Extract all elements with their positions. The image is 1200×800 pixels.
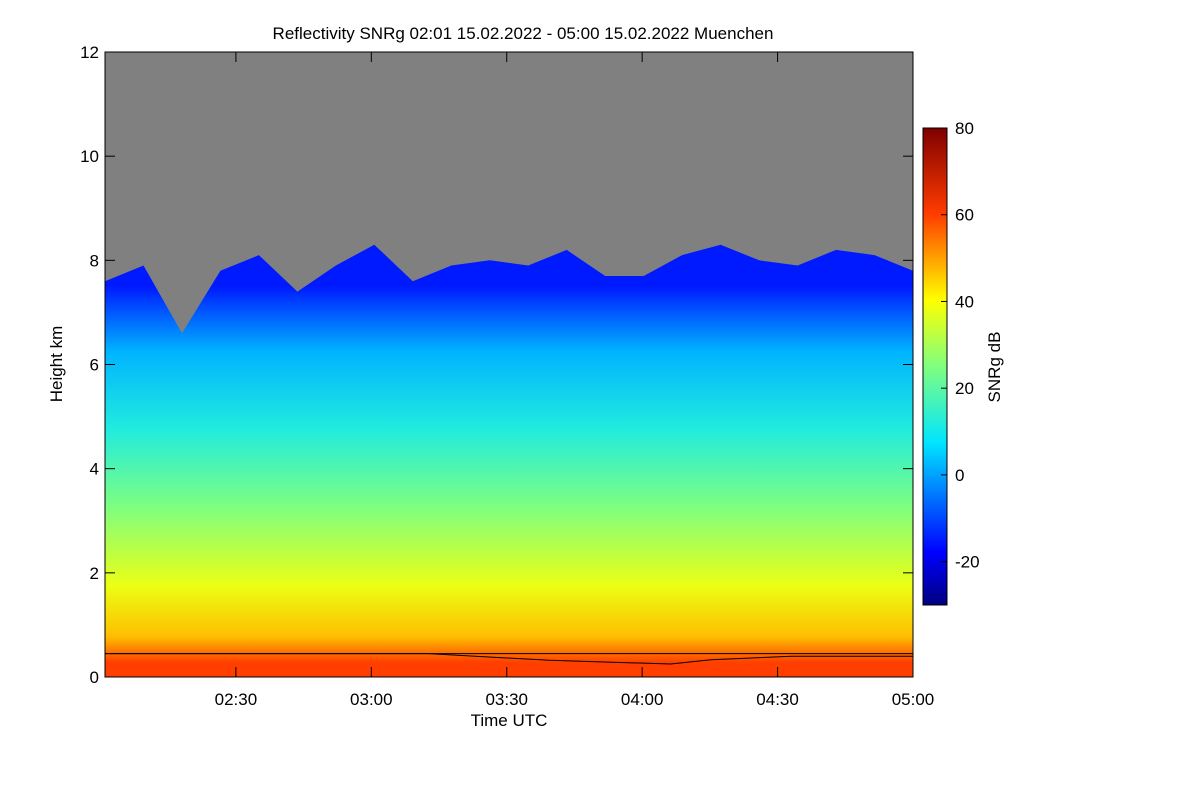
y-axis: 0 2 4 6 8 10 12 [80, 43, 913, 687]
x-tick-label: 04:00 [621, 690, 664, 709]
y-tick-label: 2 [90, 564, 99, 583]
x-axis-label: Time UTC [471, 711, 548, 730]
echo-field [105, 244, 913, 677]
colorbar-bar [922, 127, 948, 606]
x-tick-label: 04:30 [756, 690, 799, 709]
y-axis-label: Height km [47, 326, 66, 403]
y-tick-label: 10 [80, 147, 99, 166]
y-tick-label: 6 [90, 356, 99, 375]
colorbar-label: SNRg dB [985, 332, 1004, 403]
x-tick-label: 03:30 [485, 690, 528, 709]
chart-title: Reflectivity SNRg 02:01 15.02.2022 - 05:… [273, 24, 774, 43]
boundary-line-lower [105, 653, 913, 665]
x-tick-label: 05:00 [892, 690, 935, 709]
y-tick-label: 12 [80, 43, 99, 62]
y-tick-label: 0 [90, 668, 99, 687]
colorbar-tick-label: 0 [955, 466, 964, 485]
plot-field [105, 52, 913, 677]
colorbar: -20 0 20 40 60 80 SNRg dB [922, 119, 1004, 606]
y-tick-label: 8 [90, 251, 99, 270]
colorbar-tick-label: -20 [955, 553, 980, 572]
y-tick-label: 4 [90, 460, 99, 479]
x-tick-label: 02:30 [215, 690, 258, 709]
x-tick-label: 03:00 [350, 690, 393, 709]
colorbar-tick-label: 60 [955, 206, 974, 225]
colorbar-tick-label: 80 [955, 119, 974, 138]
colorbar-tick-label: 40 [955, 292, 974, 311]
colorbar-tick-label: 20 [955, 379, 974, 398]
x-axis: 02:30 03:00 03:30 04:00 04:30 05:00 [215, 52, 935, 709]
colorbar-ticks: -20 0 20 40 60 80 [941, 119, 980, 572]
